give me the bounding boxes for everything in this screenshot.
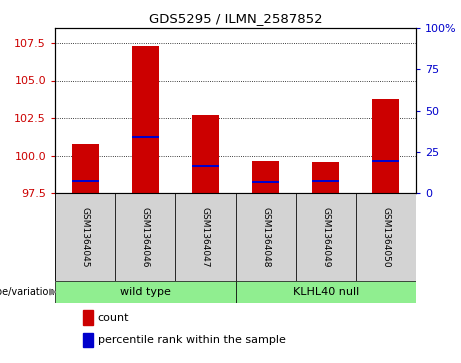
Bar: [115, 193, 175, 281]
Text: GSM1364049: GSM1364049: [321, 207, 330, 267]
Text: GSM1364045: GSM1364045: [81, 207, 89, 267]
Bar: [312, 162, 339, 193]
Bar: [71, 180, 99, 182]
Bar: [356, 193, 416, 281]
Bar: [192, 165, 219, 167]
Text: wild type: wild type: [120, 287, 171, 297]
Text: GSM1364048: GSM1364048: [261, 207, 270, 267]
Bar: [252, 181, 279, 183]
Bar: [132, 46, 159, 193]
Bar: [252, 161, 279, 193]
Text: KLHL40 null: KLHL40 null: [293, 287, 359, 297]
Bar: [372, 160, 399, 162]
Text: GSM1364047: GSM1364047: [201, 207, 210, 267]
Text: GSM1364046: GSM1364046: [141, 207, 150, 267]
Bar: [236, 193, 296, 281]
Bar: [71, 144, 99, 193]
Bar: [55, 193, 115, 281]
Bar: [192, 115, 219, 193]
Bar: [132, 136, 159, 138]
Bar: [236, 281, 416, 303]
Bar: [372, 98, 399, 193]
Bar: [312, 180, 339, 182]
Text: count: count: [98, 313, 129, 323]
Text: GSM1364050: GSM1364050: [381, 207, 390, 267]
Bar: [296, 193, 356, 281]
Bar: [55, 281, 236, 303]
Bar: [83, 310, 93, 325]
Title: GDS5295 / ILMN_2587852: GDS5295 / ILMN_2587852: [149, 12, 322, 25]
Bar: [83, 333, 93, 347]
Text: genotype/variation: genotype/variation: [0, 287, 55, 297]
Bar: [175, 193, 236, 281]
Text: percentile rank within the sample: percentile rank within the sample: [98, 335, 286, 345]
